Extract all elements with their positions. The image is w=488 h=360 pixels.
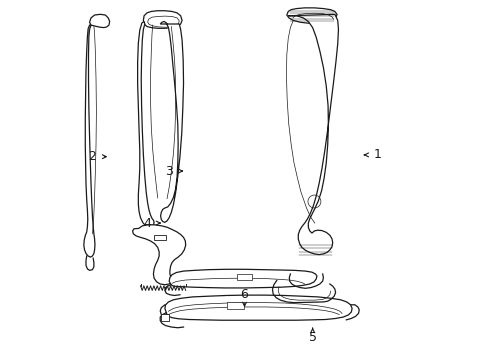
Bar [161, 315, 169, 321]
Polygon shape [137, 22, 154, 227]
Polygon shape [169, 269, 316, 288]
Polygon shape [287, 14, 338, 255]
Polygon shape [147, 16, 179, 27]
Text: 5: 5 [308, 328, 316, 344]
Bar [237, 274, 251, 280]
Text: 4: 4 [142, 216, 160, 230]
Text: 1: 1 [364, 148, 380, 161]
Polygon shape [160, 22, 183, 222]
Polygon shape [83, 25, 95, 257]
Text: 2: 2 [88, 150, 106, 163]
Polygon shape [164, 295, 351, 320]
Polygon shape [286, 8, 336, 23]
Bar [227, 302, 244, 309]
Text: 6: 6 [240, 288, 248, 306]
Text: 3: 3 [165, 165, 182, 177]
Polygon shape [89, 14, 109, 28]
Polygon shape [143, 11, 182, 28]
Polygon shape [132, 225, 185, 285]
Bar [154, 234, 165, 240]
